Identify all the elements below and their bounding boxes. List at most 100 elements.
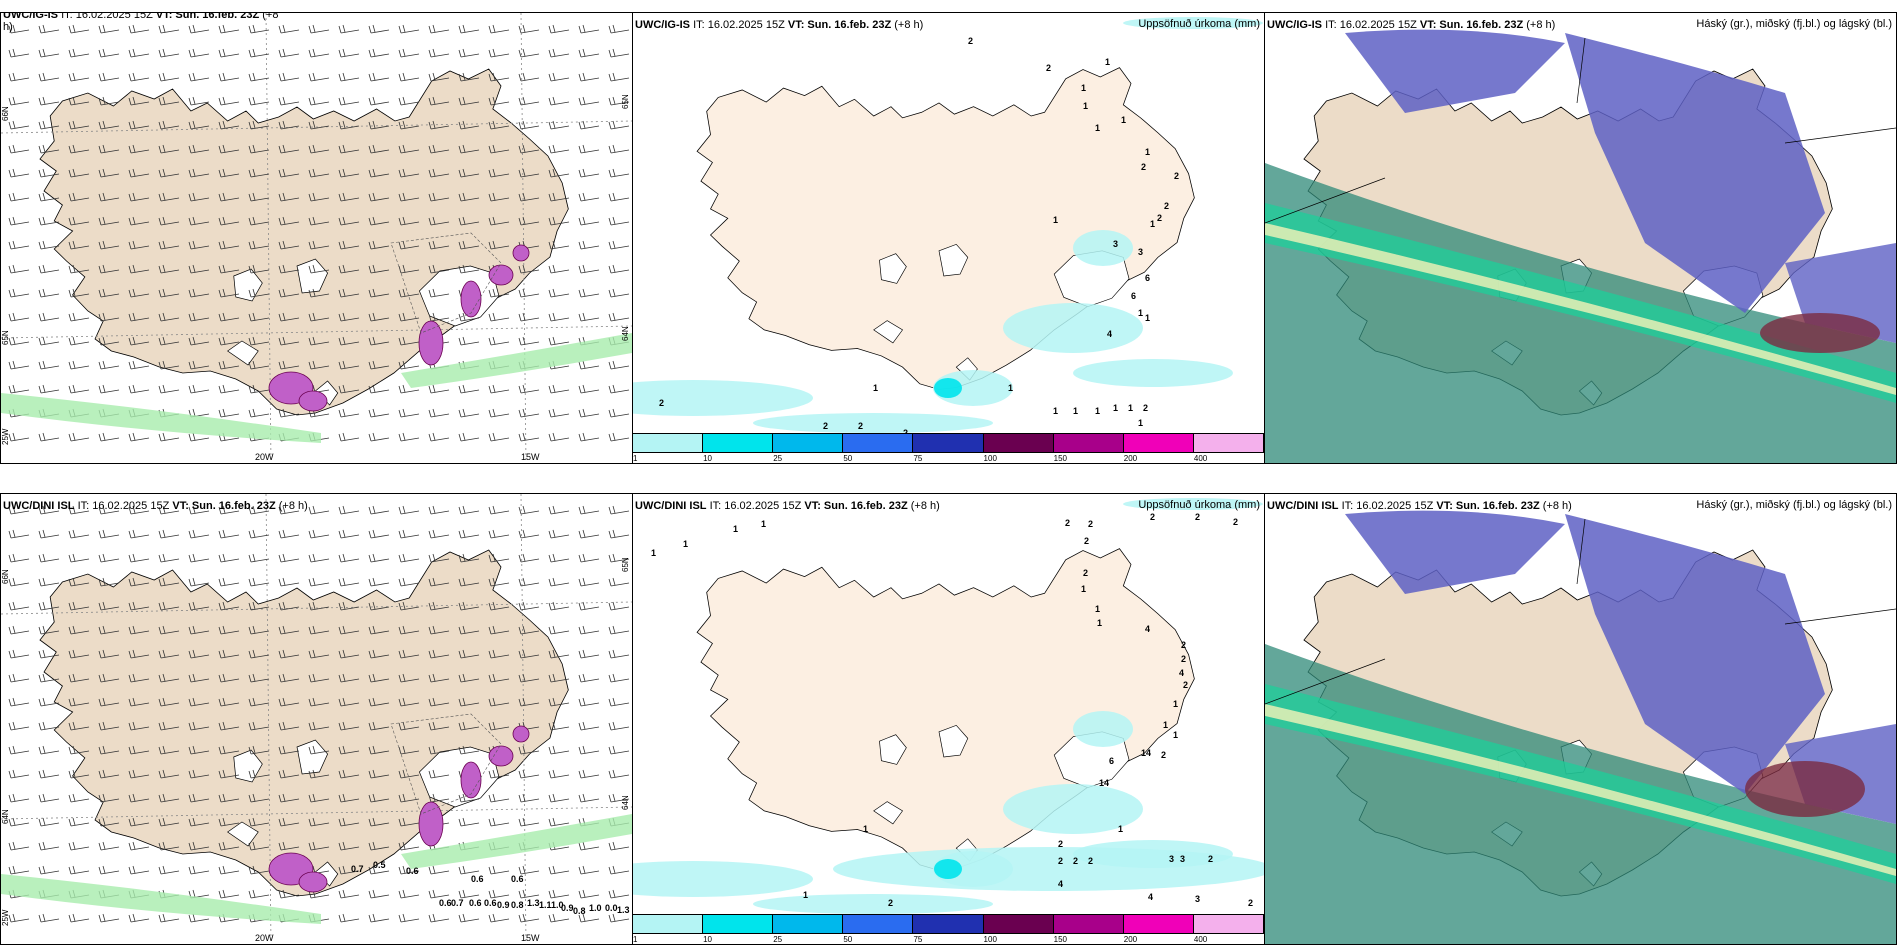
barb-flag: [342, 384, 346, 393]
colorbar-swatches: [633, 914, 1264, 934]
wind-barb: [458, 24, 480, 34]
barb-flag: [548, 97, 552, 106]
barb-flag: [552, 312, 556, 321]
wind-barb: [68, 168, 90, 178]
barb-shaft: [610, 437, 630, 442]
wind-barb: [8, 240, 30, 250]
barb-flag: [312, 48, 316, 57]
barb-flag: [158, 626, 162, 635]
barb-flag: [128, 433, 132, 442]
colorbar-swatch: [913, 434, 984, 452]
barb-flag: [8, 49, 12, 58]
barb-flag: [522, 120, 526, 129]
barb-flag: [338, 554, 342, 563]
wind-barb: [278, 336, 300, 346]
wind-barb: [158, 625, 180, 635]
barb-shaft: [10, 630, 30, 635]
wind-barb: [38, 264, 60, 274]
barb-flag: [518, 890, 522, 899]
barb-flag: [312, 553, 316, 562]
barb-shaft: [70, 317, 90, 322]
wind-barb: [278, 745, 300, 755]
wind-barb: [158, 432, 180, 442]
precip-area: [1073, 230, 1133, 266]
barb-shaft: [190, 341, 210, 346]
wind-barb: [308, 48, 330, 58]
dini-precip-map[interactable]: [633, 494, 1264, 914]
barb-shaft: [610, 293, 630, 298]
barb-flag: [158, 361, 162, 370]
barb-flag: [68, 145, 72, 154]
barb-flag: [98, 722, 102, 731]
barb-flag: [368, 145, 372, 154]
barb-flag: [312, 312, 316, 321]
precip-value: 3: [1195, 894, 1201, 904]
barb-flag: [68, 433, 72, 442]
barb-shaft: [190, 918, 210, 923]
barb-shaft: [340, 750, 360, 755]
barb-shaft: [580, 918, 600, 923]
barb-shaft: [370, 245, 390, 250]
barb-flag: [248, 530, 252, 539]
barb-flag: [432, 913, 436, 922]
barb-flag: [612, 529, 616, 538]
barb-flag: [432, 769, 436, 778]
barb-flag: [342, 769, 346, 778]
barb-flag: [158, 506, 162, 515]
wind-barb: [608, 72, 630, 82]
barb-flag: [38, 361, 42, 370]
barb-flag: [192, 288, 196, 297]
barb-flag: [338, 217, 342, 226]
wind-barb: [338, 793, 360, 803]
barb-flag: [312, 745, 316, 754]
ig-wind-map[interactable]: [1, 13, 632, 463]
dini-cloud-map[interactable]: [1265, 494, 1896, 944]
barb-flag: [428, 626, 432, 635]
barb-flag: [342, 529, 346, 538]
dini-wind-map[interactable]: [1, 494, 632, 944]
barb-flag: [222, 625, 226, 634]
barb-shaft: [580, 173, 600, 178]
wind-barb: [248, 817, 270, 827]
barb-flag: [218, 554, 222, 563]
barb-flag: [8, 289, 12, 298]
barb-flag: [158, 49, 162, 58]
barb-flag: [368, 650, 372, 659]
wind-barb: [368, 384, 390, 394]
barb-shaft: [340, 510, 360, 515]
barb-flag: [132, 96, 136, 105]
barb-shaft: [190, 582, 210, 587]
wind-barb: [308, 144, 330, 154]
barb-shaft: [160, 558, 180, 563]
barb-shaft: [190, 389, 210, 394]
barb-flag: [608, 361, 612, 370]
barb-shaft: [520, 293, 540, 298]
barb-flag: [248, 217, 252, 226]
ig-precip-map[interactable]: [633, 13, 1264, 433]
barb-flag: [42, 577, 46, 586]
barb-shaft: [130, 774, 150, 779]
barb-shaft: [70, 510, 90, 515]
barb-flag: [132, 721, 136, 730]
barb-shaft: [550, 534, 570, 539]
glacier-outline: [938, 724, 969, 758]
barb-flag: [248, 25, 252, 34]
wind-barb: [68, 649, 90, 659]
barb-shaft: [340, 437, 360, 442]
barb-flag: [458, 794, 462, 803]
ig-cloud-map[interactable]: [1265, 13, 1896, 463]
barb-flag: [522, 601, 526, 610]
barb-flag: [338, 289, 342, 298]
wind-barb: [278, 408, 300, 418]
barb-flag: [218, 722, 222, 731]
barb-flag: [192, 745, 196, 754]
wind-barb: [128, 913, 150, 923]
barb-flag: [608, 433, 612, 442]
precip-core: [934, 859, 962, 879]
barb-flag: [278, 121, 282, 130]
barb-shaft: [160, 245, 180, 250]
barb-flag: [68, 73, 72, 82]
barb-flag: [308, 217, 312, 226]
barb-shaft: [340, 822, 360, 827]
barb-flag: [68, 337, 72, 346]
